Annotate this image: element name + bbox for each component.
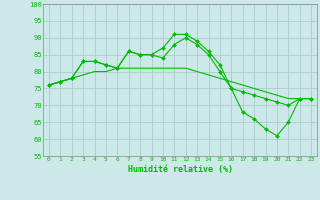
X-axis label: Humidité relative (%): Humidité relative (%) bbox=[127, 165, 233, 174]
